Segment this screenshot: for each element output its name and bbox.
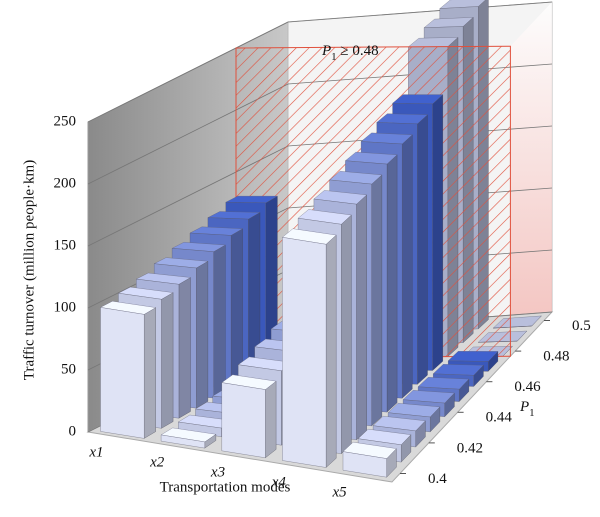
annotation-rest: ≥ 0.48 xyxy=(337,43,379,59)
bar-side xyxy=(356,194,367,441)
x-tick-label: x1 xyxy=(88,444,103,460)
bar-side xyxy=(161,292,174,429)
x-tick-label: x4 xyxy=(271,474,287,490)
bar-front xyxy=(221,382,266,458)
bar-side xyxy=(386,154,398,413)
y-tick-label: 200 xyxy=(54,175,77,191)
annotation-main: P xyxy=(321,43,331,59)
z-tick-label: 0.4 xyxy=(428,471,447,487)
y-tick-label: 100 xyxy=(54,299,77,315)
z-axis-title: P1 xyxy=(519,399,535,418)
z-axis-title-main: P xyxy=(519,399,529,415)
y-tick-label: 250 xyxy=(54,113,77,129)
annotation: P1 ≥ 0.48 xyxy=(321,43,379,62)
z-tick-label: 0.42 xyxy=(457,440,483,456)
bar-side xyxy=(265,380,277,459)
plot: 0 50 100 150 200 250 0.4 0.420.440.460.480.5 xyxy=(54,0,591,487)
bar xyxy=(160,427,217,449)
bar-side xyxy=(196,261,209,409)
x-tick-label: x5 xyxy=(332,484,348,500)
x-axis-title: Transportation modes xyxy=(160,479,291,495)
bar xyxy=(100,301,157,439)
x-tick-label: x3 xyxy=(210,464,225,480)
bar xyxy=(282,228,337,468)
highlight-side xyxy=(510,2,552,357)
bar-front xyxy=(282,237,327,468)
y-axis-title: Traffic turnover (million people·km) xyxy=(21,160,37,380)
bar xyxy=(342,442,397,478)
bar-front xyxy=(100,307,145,439)
bar-side xyxy=(417,114,428,385)
z-tick-label: 0.48 xyxy=(543,349,569,365)
z-tick-label: 0.46 xyxy=(514,379,541,395)
bar-side xyxy=(341,214,352,455)
y-tick-label: 150 xyxy=(54,237,77,253)
bar-side xyxy=(402,134,413,399)
bar xyxy=(221,374,277,459)
y-tick-label: 50 xyxy=(61,361,76,377)
bar-side xyxy=(371,174,383,427)
x-tick-label: x2 xyxy=(149,454,165,470)
bar-side xyxy=(432,94,443,371)
bar-side xyxy=(213,244,226,399)
z-axis-title-sub: 1 xyxy=(529,407,535,419)
bar-front xyxy=(160,434,205,449)
z-tick-label: 0.44 xyxy=(486,410,513,426)
z-tick-label: 0.5 xyxy=(572,318,591,334)
bar-side xyxy=(144,307,156,439)
bar-front xyxy=(342,451,387,478)
y-tick-label: 0 xyxy=(69,423,77,439)
annotation-sub: 1 xyxy=(331,51,337,63)
bar-side xyxy=(325,234,337,468)
bar-side xyxy=(178,277,191,419)
